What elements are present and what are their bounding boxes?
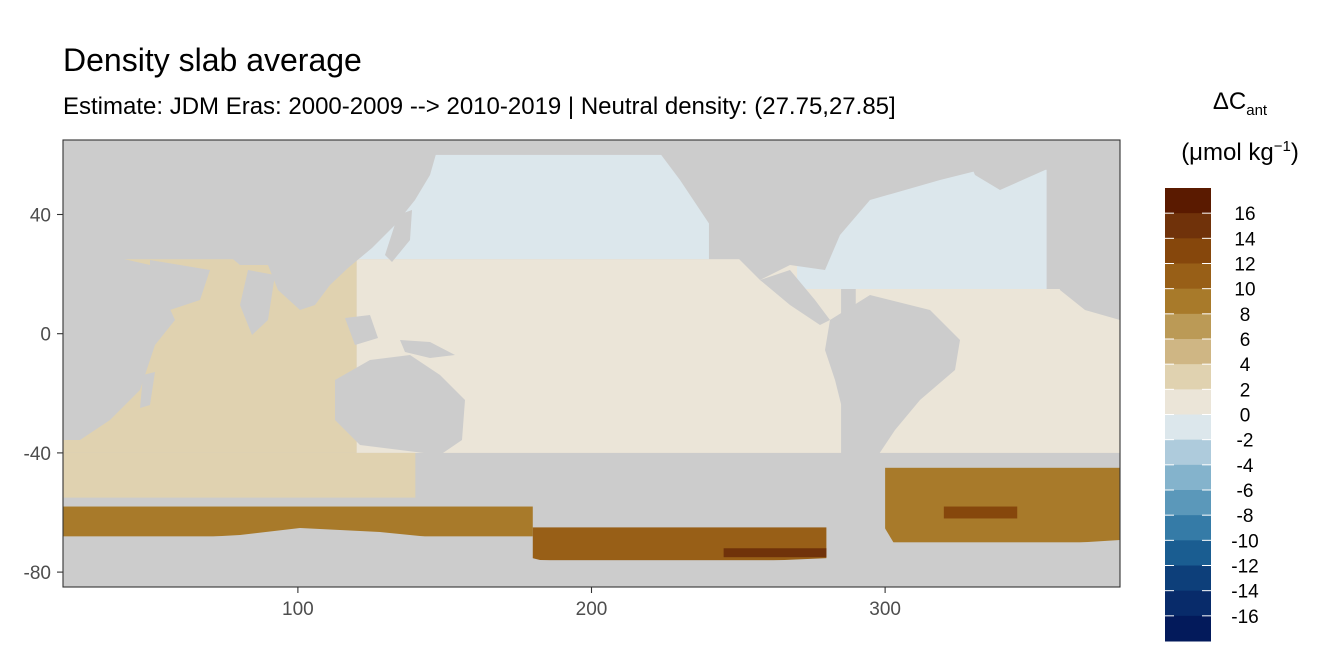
legend-subscript: ant	[1246, 102, 1268, 119]
land-arabia	[150, 260, 210, 310]
region-weddell-maximum	[943, 506, 1018, 519]
colorbar-tick-label: 4	[1240, 355, 1251, 376]
land-greenland	[960, 140, 1060, 190]
ocean-field	[63, 154, 1120, 561]
colorbar-segment	[1165, 288, 1211, 315]
colorbar-tick-label: -14	[1231, 582, 1259, 603]
chart-subtitle: Estimate: JDM Eras: 2000-2009 --> 2010-2…	[63, 93, 896, 120]
land-new-guinea	[400, 340, 455, 358]
x-axis: 100 200 300	[282, 587, 901, 620]
colorbar-tick-label: -12	[1231, 557, 1258, 578]
land-africa-east	[63, 245, 175, 440]
colorbar-segment	[1165, 490, 1211, 516]
colorbar-segment	[1165, 188, 1211, 214]
region-southern-ocean-atlantic	[885, 467, 1120, 543]
colorbar-tick-label: -6	[1237, 481, 1254, 502]
land-europe-africa-west	[1050, 140, 1120, 320]
colorbar-tick-label: 8	[1240, 305, 1251, 326]
colorbar-segment	[1165, 590, 1211, 617]
land-madagascar	[140, 372, 155, 408]
colorbar-segment	[1165, 615, 1211, 642]
colorbar-segment	[1165, 364, 1211, 390]
colorbar-segment	[1165, 213, 1211, 239]
colorbar-segment	[1165, 238, 1211, 264]
land-eurasia	[63, 140, 440, 310]
land-antarctica	[63, 520, 1120, 587]
land-borneo	[345, 315, 378, 345]
colorbar-tick-label: -8	[1237, 506, 1254, 527]
y-tick-label: 0	[40, 325, 51, 346]
colorbar-segment	[1165, 515, 1211, 541]
region-ross-sea-maximum	[723, 548, 827, 558]
colorbar-segment	[1165, 339, 1211, 365]
y-tick-label: 40	[30, 206, 51, 227]
colorbar-tick-label: -10	[1231, 531, 1258, 552]
colorbar-tick-label: 10	[1234, 280, 1255, 301]
land-central-america	[760, 270, 830, 325]
x-tick-label: 200	[576, 599, 608, 620]
y-axis: 40 0 -40 -80	[24, 206, 63, 584]
colorbar-segment	[1165, 414, 1211, 441]
y-tick-label: -80	[24, 563, 51, 584]
legend-unit-sup: −1	[1273, 138, 1291, 155]
colorbar-segment	[1165, 313, 1211, 340]
land-australia	[335, 355, 465, 455]
colorbar-tick-label: -2	[1237, 431, 1254, 452]
x-tick-label: 300	[869, 599, 901, 620]
colorbar-tick-label: 16	[1234, 204, 1255, 225]
colorbar-tick-label: -4	[1237, 456, 1254, 477]
legend-unit-close: )	[1290, 139, 1299, 166]
region-southern-indian-sector	[63, 452, 416, 498]
y-tick-label: -40	[24, 444, 51, 465]
chart-title: Density slab average	[63, 42, 362, 78]
land-south-america	[825, 295, 960, 510]
legend-symbol: ΔC	[1212, 88, 1247, 115]
colorbar-tick-label: -16	[1231, 607, 1258, 628]
legend-unit: (μmol kg−1)	[1160, 138, 1320, 167]
colorbar-segment	[1165, 540, 1211, 566]
colorbar-tick-label: 0	[1240, 406, 1251, 427]
legend-unit-main: (μmol kg	[1181, 139, 1274, 166]
colorbar-segment	[1165, 565, 1211, 592]
colorbar-segment	[1165, 464, 1211, 491]
x-tick-label: 100	[282, 599, 314, 620]
colorbar-segment	[1165, 389, 1211, 415]
colorbar-segment	[1165, 263, 1211, 290]
land-new-zealand	[498, 455, 520, 490]
colorbar-tick-label: 2	[1240, 380, 1251, 401]
colorbar-tick-label: 6	[1240, 330, 1251, 351]
land-north-america	[650, 140, 1120, 280]
land-japan	[385, 210, 412, 262]
colorbar-tick-label: 14	[1234, 229, 1256, 250]
legend-title: ΔCant	[1160, 88, 1320, 119]
land-masses	[63, 140, 1120, 587]
colorbar: 16 14 12 10 8 6 4 2 0 -2 -4 -6 -8 -10 -12 -14 -16	[1165, 188, 1259, 642]
land-india	[240, 270, 275, 335]
colorbar-segment	[1165, 439, 1211, 466]
colorbar-tick-label: 12	[1234, 255, 1255, 276]
